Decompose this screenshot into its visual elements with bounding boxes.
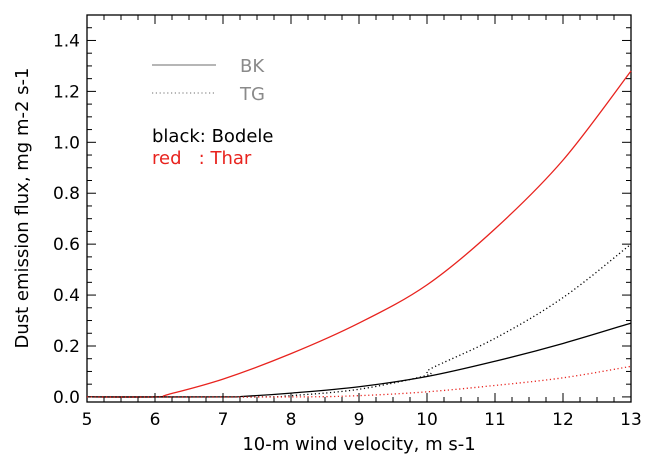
x-axis-title: 10-m wind velocity, m s-1 xyxy=(242,434,475,455)
series-line-bk-bodele xyxy=(86,322,632,398)
y-axis-title: Dust emission flux, mg m-2 s-1 xyxy=(12,68,33,349)
series-line-tg-thar xyxy=(86,365,632,398)
x-tick-label: 12 xyxy=(552,410,574,430)
y-tick-label: 0.4 xyxy=(53,286,80,306)
x-tick-label: 13 xyxy=(620,410,642,430)
annotation-label: black: Bodele xyxy=(152,126,274,147)
x-tick-label: 5 xyxy=(82,410,93,430)
x-tick-label: 9 xyxy=(354,410,365,430)
x-tick-label: 6 xyxy=(150,410,161,430)
y-tick-label: 0.2 xyxy=(53,337,80,357)
x-axis-ticks: 5 6 7 8 9 10 11 12 13 xyxy=(82,15,642,430)
x-tick-label: 11 xyxy=(484,410,506,430)
y-tick-label: 1.2 xyxy=(53,82,80,102)
legend-label-bk: BK xyxy=(240,56,265,77)
x-tick-label: 8 xyxy=(286,410,297,430)
legend: BK TG xyxy=(152,56,265,105)
y-tick-label: 1.4 xyxy=(53,31,80,51)
y-tick-label: 0.8 xyxy=(53,184,80,204)
x-tick-label: 7 xyxy=(218,410,229,430)
legend-label-tg: TG xyxy=(239,84,265,105)
x-tick-label: 10 xyxy=(416,410,438,430)
series-line-tg-bodele xyxy=(86,243,632,398)
y-tick-label: 1.0 xyxy=(53,133,80,153)
series-layer xyxy=(86,70,632,398)
y-axis-ticks: 0.0 0.2 0.4 0.6 0.8 1.0 1.2 1.4 xyxy=(53,14,631,408)
plot-frame xyxy=(86,14,632,403)
series-line-bk-thar xyxy=(86,70,632,398)
y-tick-label: 0.0 xyxy=(53,388,80,408)
annotation-label: red : Thar xyxy=(152,148,252,169)
y-tick-label: 0.6 xyxy=(53,235,80,255)
